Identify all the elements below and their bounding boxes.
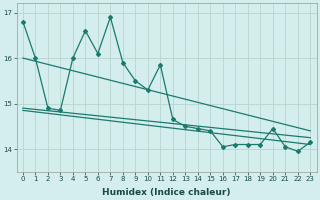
X-axis label: Humidex (Indice chaleur): Humidex (Indice chaleur) — [102, 188, 231, 197]
